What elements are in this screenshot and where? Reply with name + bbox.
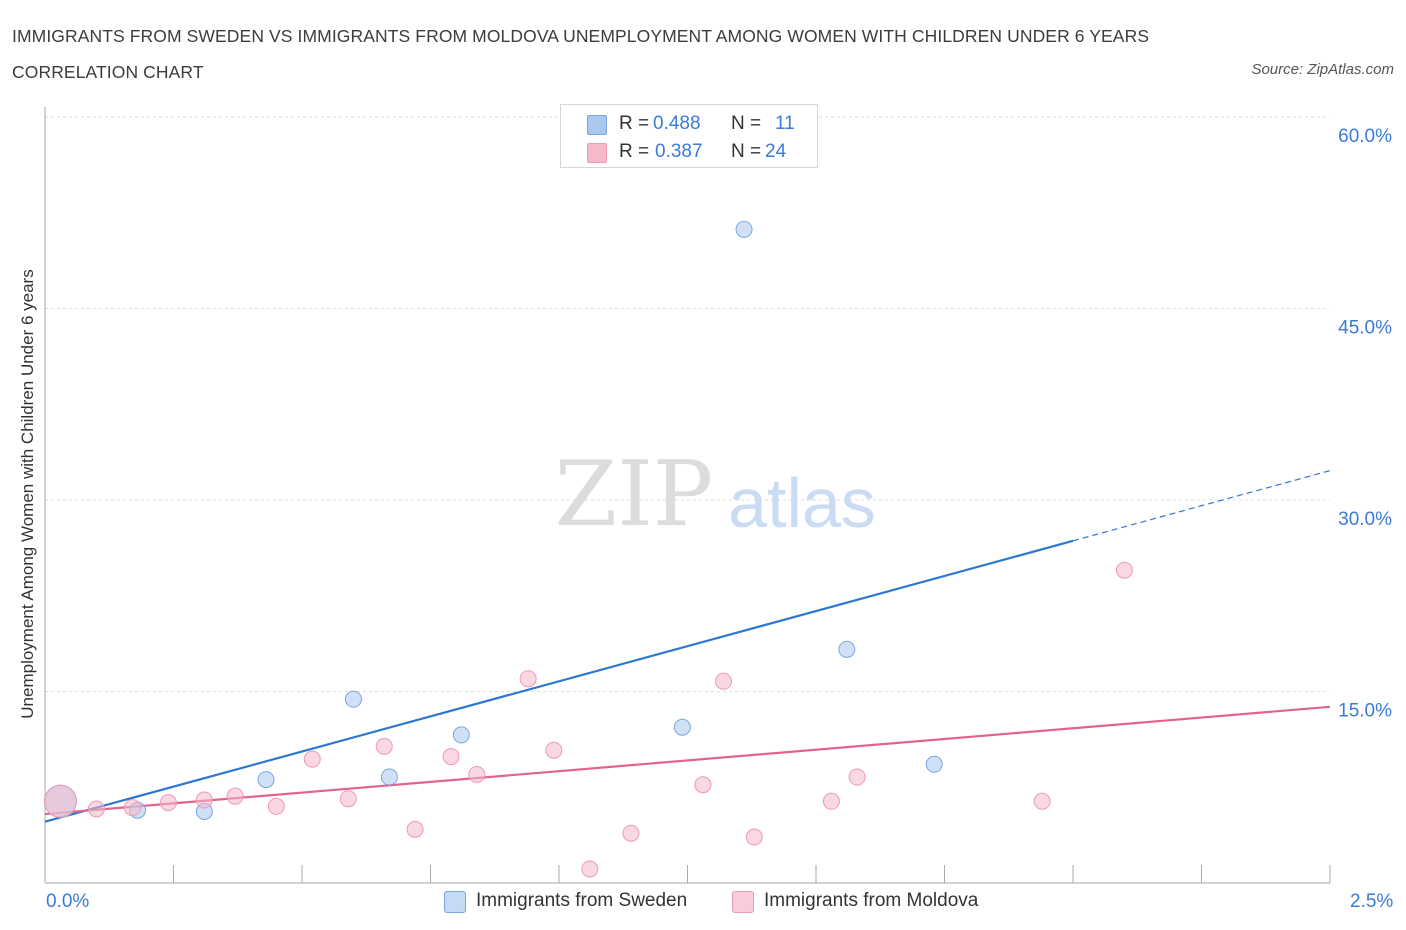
point-moldova bbox=[468, 765, 486, 783]
legend-swatch-sweden bbox=[587, 115, 607, 135]
point-moldova bbox=[159, 794, 177, 812]
point-moldova bbox=[87, 800, 105, 818]
legend-n-value-moldova: 24 bbox=[765, 141, 787, 162]
trend-line-sweden bbox=[44, 539, 1074, 823]
x-tick-max: 2.5% bbox=[1350, 891, 1394, 912]
legend-swatch-moldova bbox=[587, 143, 607, 163]
point-sweden bbox=[344, 690, 362, 708]
point-moldova bbox=[519, 670, 537, 688]
point-moldova bbox=[339, 790, 357, 808]
point-moldova bbox=[822, 792, 840, 810]
watermark-atlas: atlas bbox=[728, 464, 876, 542]
trend-extension-sweden bbox=[1072, 470, 1331, 542]
source-label: Source: ZipAtlas.com bbox=[1251, 61, 1394, 78]
bottom-legend-swatch-sweden bbox=[444, 891, 466, 913]
legend-r-label: R = bbox=[619, 113, 650, 134]
stats-legend: R = 0.488 N = 11 R = 0.387 N = 24 bbox=[560, 104, 818, 168]
chart-title: IMMIGRANTS FROM SWEDEN VS IMMIGRANTS FRO… bbox=[12, 26, 1150, 82]
point-moldova bbox=[226, 787, 244, 805]
point-moldova bbox=[1033, 792, 1051, 810]
point-sweden bbox=[925, 755, 943, 773]
point-moldova bbox=[581, 860, 599, 878]
point-moldova bbox=[745, 828, 763, 846]
point-sweden bbox=[838, 640, 856, 658]
point-moldova bbox=[848, 768, 866, 786]
trend-lines bbox=[44, 470, 1331, 823]
y-tick-label: 30.0% bbox=[1338, 509, 1392, 530]
point-moldova bbox=[714, 672, 732, 690]
point-moldova bbox=[545, 741, 563, 759]
watermark: ZIP atlas bbox=[555, 442, 876, 547]
trend-line-moldova bbox=[44, 705, 1331, 816]
point-moldova bbox=[195, 791, 213, 809]
point-moldova bbox=[694, 776, 712, 794]
point-sweden bbox=[257, 771, 275, 789]
y-axis-label: Unemployment Among Women with Children U… bbox=[18, 269, 37, 719]
axes: 15.0% 30.0% 45.0% 60.0% bbox=[44, 107, 1392, 884]
legend-n-label: N = bbox=[731, 113, 762, 134]
point-moldova bbox=[622, 824, 640, 842]
point-moldova bbox=[406, 820, 424, 838]
y-tick-label: 15.0% bbox=[1338, 701, 1392, 722]
y-tick-label: 45.0% bbox=[1338, 318, 1392, 339]
point-moldova bbox=[1115, 561, 1133, 579]
legend-r-value-sweden: 0.488 bbox=[653, 113, 701, 134]
y-tick-label: 60.0% bbox=[1338, 126, 1392, 147]
data-points bbox=[43, 220, 1133, 878]
watermark-zip: ZIP bbox=[555, 442, 714, 547]
point-sweden bbox=[735, 220, 753, 238]
point-sweden bbox=[673, 718, 691, 736]
legend-n-label: N = bbox=[731, 141, 762, 162]
point-moldova bbox=[267, 797, 285, 815]
point-sweden bbox=[380, 768, 398, 786]
x-tick-min: 0.0% bbox=[46, 891, 90, 912]
point-moldova bbox=[442, 748, 460, 766]
point-moldova bbox=[43, 784, 77, 818]
legend-r-value-moldova: 0.387 bbox=[655, 141, 703, 162]
legend-r-label: R = bbox=[619, 141, 650, 162]
bottom-legend-label-sweden: Immigrants from Sweden bbox=[476, 890, 688, 911]
point-moldova bbox=[123, 799, 141, 817]
point-moldova bbox=[375, 737, 393, 755]
point-sweden bbox=[452, 726, 470, 744]
bottom-legend-swatch-moldova bbox=[732, 891, 754, 913]
point-moldova bbox=[303, 750, 321, 768]
gridlines bbox=[45, 116, 1330, 692]
bottom-legend-label-moldova: Immigrants from Moldova bbox=[764, 890, 979, 911]
legend-n-value-sweden: 11 bbox=[775, 113, 795, 134]
